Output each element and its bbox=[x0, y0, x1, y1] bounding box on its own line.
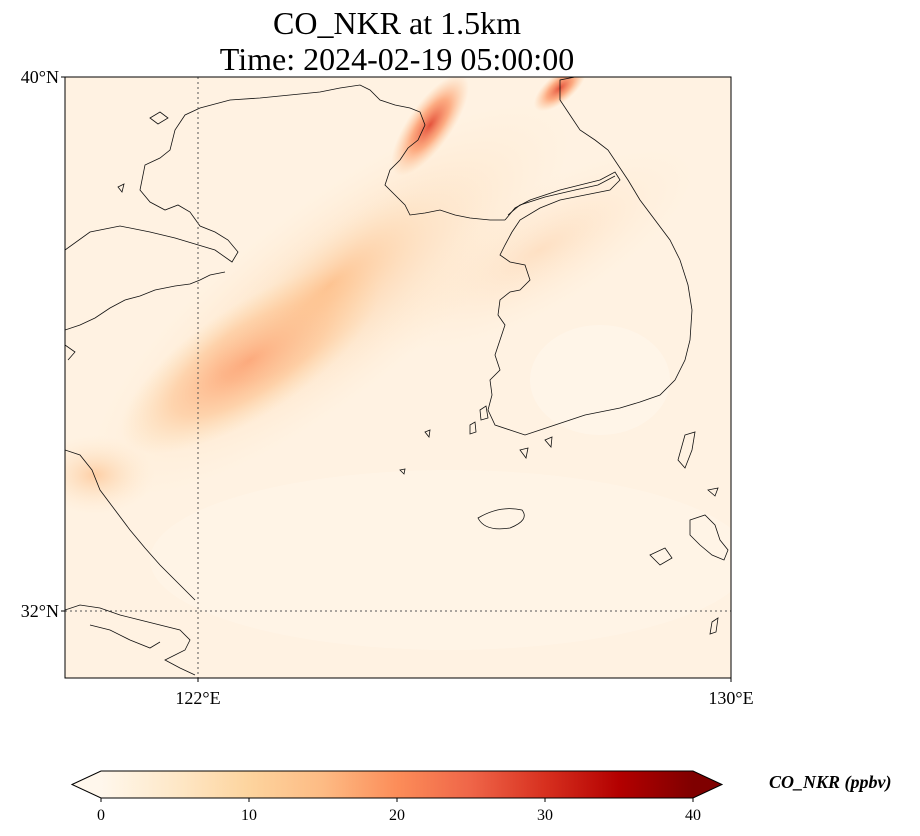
colorbar-label: CO_NKR (ppbv) bbox=[769, 772, 892, 793]
map-frame bbox=[64, 76, 732, 679]
colorbar-tick-label: 30 bbox=[537, 807, 553, 824]
lat-tick-label: 32°N bbox=[21, 601, 59, 621]
colorbar-gradient bbox=[101, 771, 693, 798]
gridlines bbox=[65, 77, 731, 678]
lon-tick-label: 130°E bbox=[708, 688, 753, 708]
colorbar-ticks: 0 10 20 30 40 bbox=[97, 798, 701, 824]
map-title: CO_NKR at 1.5km bbox=[273, 5, 521, 41]
colorbar-extend-min bbox=[72, 771, 101, 798]
map-subtitle-time: Time: 2024-02-19 05:00:00 bbox=[219, 41, 575, 77]
colorbar-tick-label: 10 bbox=[241, 807, 257, 824]
concentration-field bbox=[65, 77, 731, 678]
latitude-tick-labels: 40°N 32°N bbox=[21, 67, 65, 621]
colorbar: 0 10 20 30 40 CO_NKR (ppbv) bbox=[70, 770, 892, 824]
colorbar-extend-max bbox=[693, 771, 722, 798]
longitude-tick-labels: 122°E 130°E bbox=[175, 678, 754, 708]
coastlines bbox=[65, 77, 729, 676]
colorbar-tick-label: 0 bbox=[97, 807, 105, 824]
lat-tick-label: 40°N bbox=[21, 67, 59, 87]
colorbar-tick-label: 40 bbox=[685, 807, 701, 824]
lon-tick-label: 122°E bbox=[175, 688, 220, 708]
colorbar-tick-label: 20 bbox=[389, 807, 405, 824]
